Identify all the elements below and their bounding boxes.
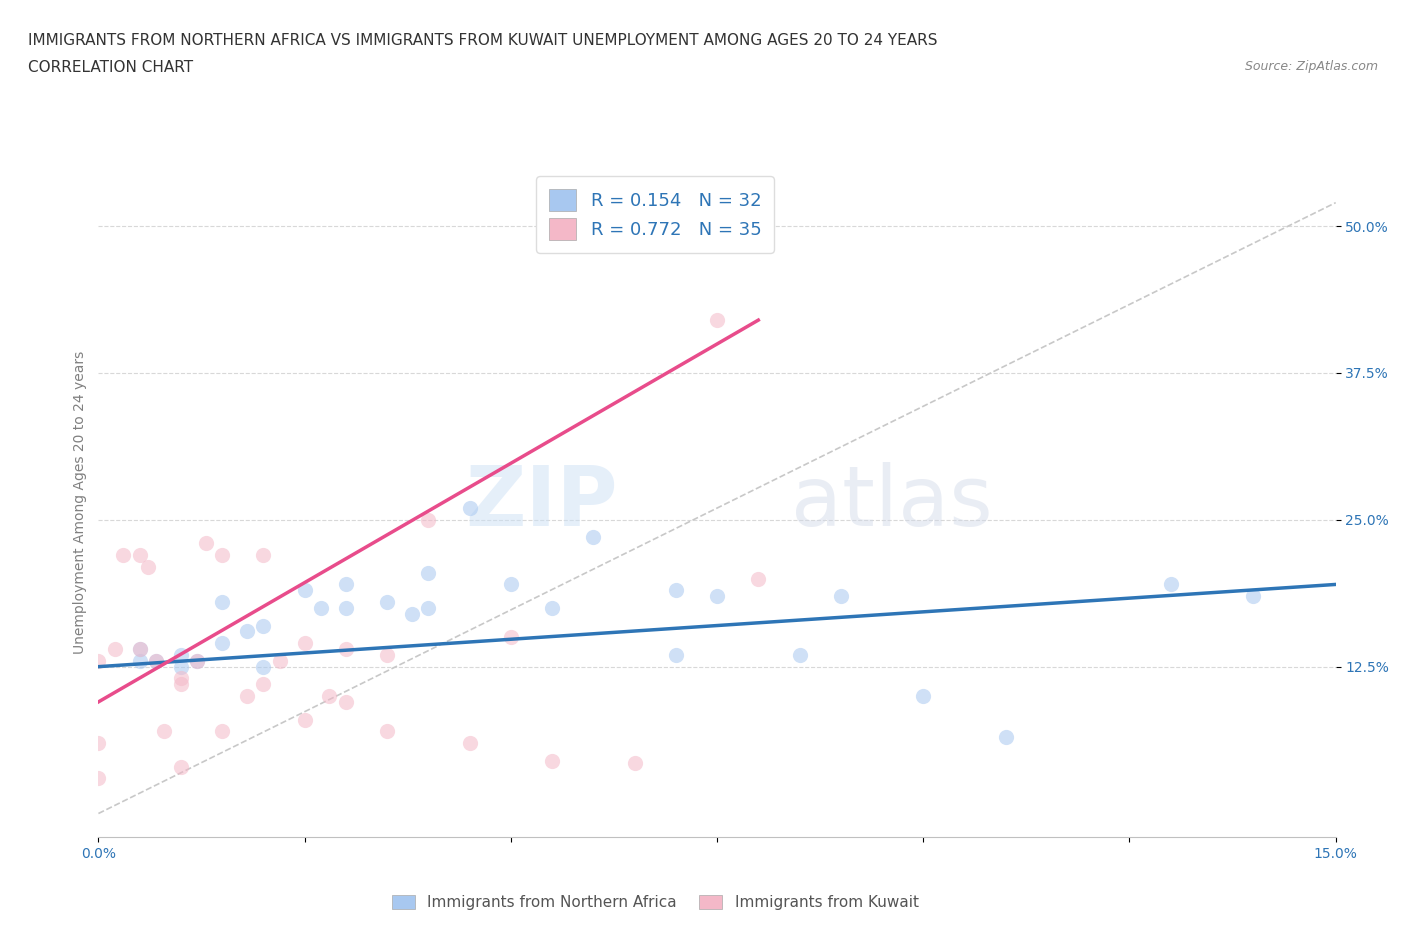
Point (194, 536, 217, 551)
Point (623, 755, 645, 770)
Y-axis label: Unemployment Among Ages 20 to 24 years: Unemployment Among Ages 20 to 24 years (73, 351, 87, 654)
Point (87, 736, 110, 751)
Point (418, 512, 440, 527)
Point (499, 630, 522, 644)
Point (458, 736, 481, 751)
Point (128, 654, 150, 669)
Point (789, 647, 811, 662)
Point (335, 695, 357, 710)
Point (335, 577, 357, 591)
Point (186, 654, 208, 669)
Point (87, 771, 110, 786)
Point (236, 688, 259, 703)
Point (294, 636, 316, 651)
Point (541, 601, 564, 616)
Point (401, 606, 423, 621)
Point (294, 712, 316, 727)
Legend: Immigrants from Northern Africa, Immigrants from Kuwait: Immigrants from Northern Africa, Immigra… (385, 889, 925, 916)
Point (170, 759, 193, 774)
Text: ZIP: ZIP (465, 461, 619, 543)
Text: Source: ZipAtlas.com: Source: ZipAtlas.com (1244, 60, 1378, 73)
Point (112, 548, 135, 563)
Point (104, 642, 127, 657)
Point (252, 677, 274, 692)
Point (318, 688, 340, 703)
Point (830, 589, 852, 604)
Point (136, 559, 159, 574)
Point (418, 565, 440, 580)
Point (665, 647, 688, 662)
Point (582, 530, 605, 545)
Point (186, 654, 208, 669)
Point (252, 548, 274, 563)
Point (211, 636, 233, 651)
Point (335, 601, 357, 616)
Point (1241, 589, 1264, 604)
Point (236, 624, 259, 639)
Point (1160, 577, 1182, 591)
Point (211, 548, 233, 563)
Point (170, 647, 193, 662)
Point (170, 659, 193, 674)
Text: CORRELATION CHART: CORRELATION CHART (28, 60, 193, 75)
Point (665, 583, 688, 598)
Point (706, 589, 728, 604)
Point (994, 730, 1017, 745)
Point (269, 654, 291, 669)
Point (153, 724, 176, 738)
Point (128, 642, 150, 657)
Point (747, 571, 769, 586)
Point (128, 642, 150, 657)
Point (294, 583, 316, 598)
Point (541, 753, 564, 768)
Point (335, 642, 357, 657)
Point (418, 601, 440, 616)
Point (87, 654, 110, 669)
Point (375, 724, 398, 738)
Point (375, 594, 398, 609)
Point (211, 724, 233, 738)
Point (499, 577, 522, 591)
Text: IMMIGRANTS FROM NORTHERN AFRICA VS IMMIGRANTS FROM KUWAIT UNEMPLOYMENT AMONG AGE: IMMIGRANTS FROM NORTHERN AFRICA VS IMMIG… (28, 33, 938, 47)
Point (309, 601, 332, 616)
Point (211, 594, 233, 609)
Point (706, 312, 728, 327)
Point (145, 654, 167, 669)
Point (170, 671, 193, 685)
Point (912, 688, 935, 703)
Point (252, 659, 274, 674)
Text: atlas: atlas (792, 461, 993, 543)
Point (252, 618, 274, 633)
Point (128, 548, 150, 563)
Point (458, 500, 481, 515)
Point (145, 654, 167, 669)
Point (375, 647, 398, 662)
Point (170, 677, 193, 692)
